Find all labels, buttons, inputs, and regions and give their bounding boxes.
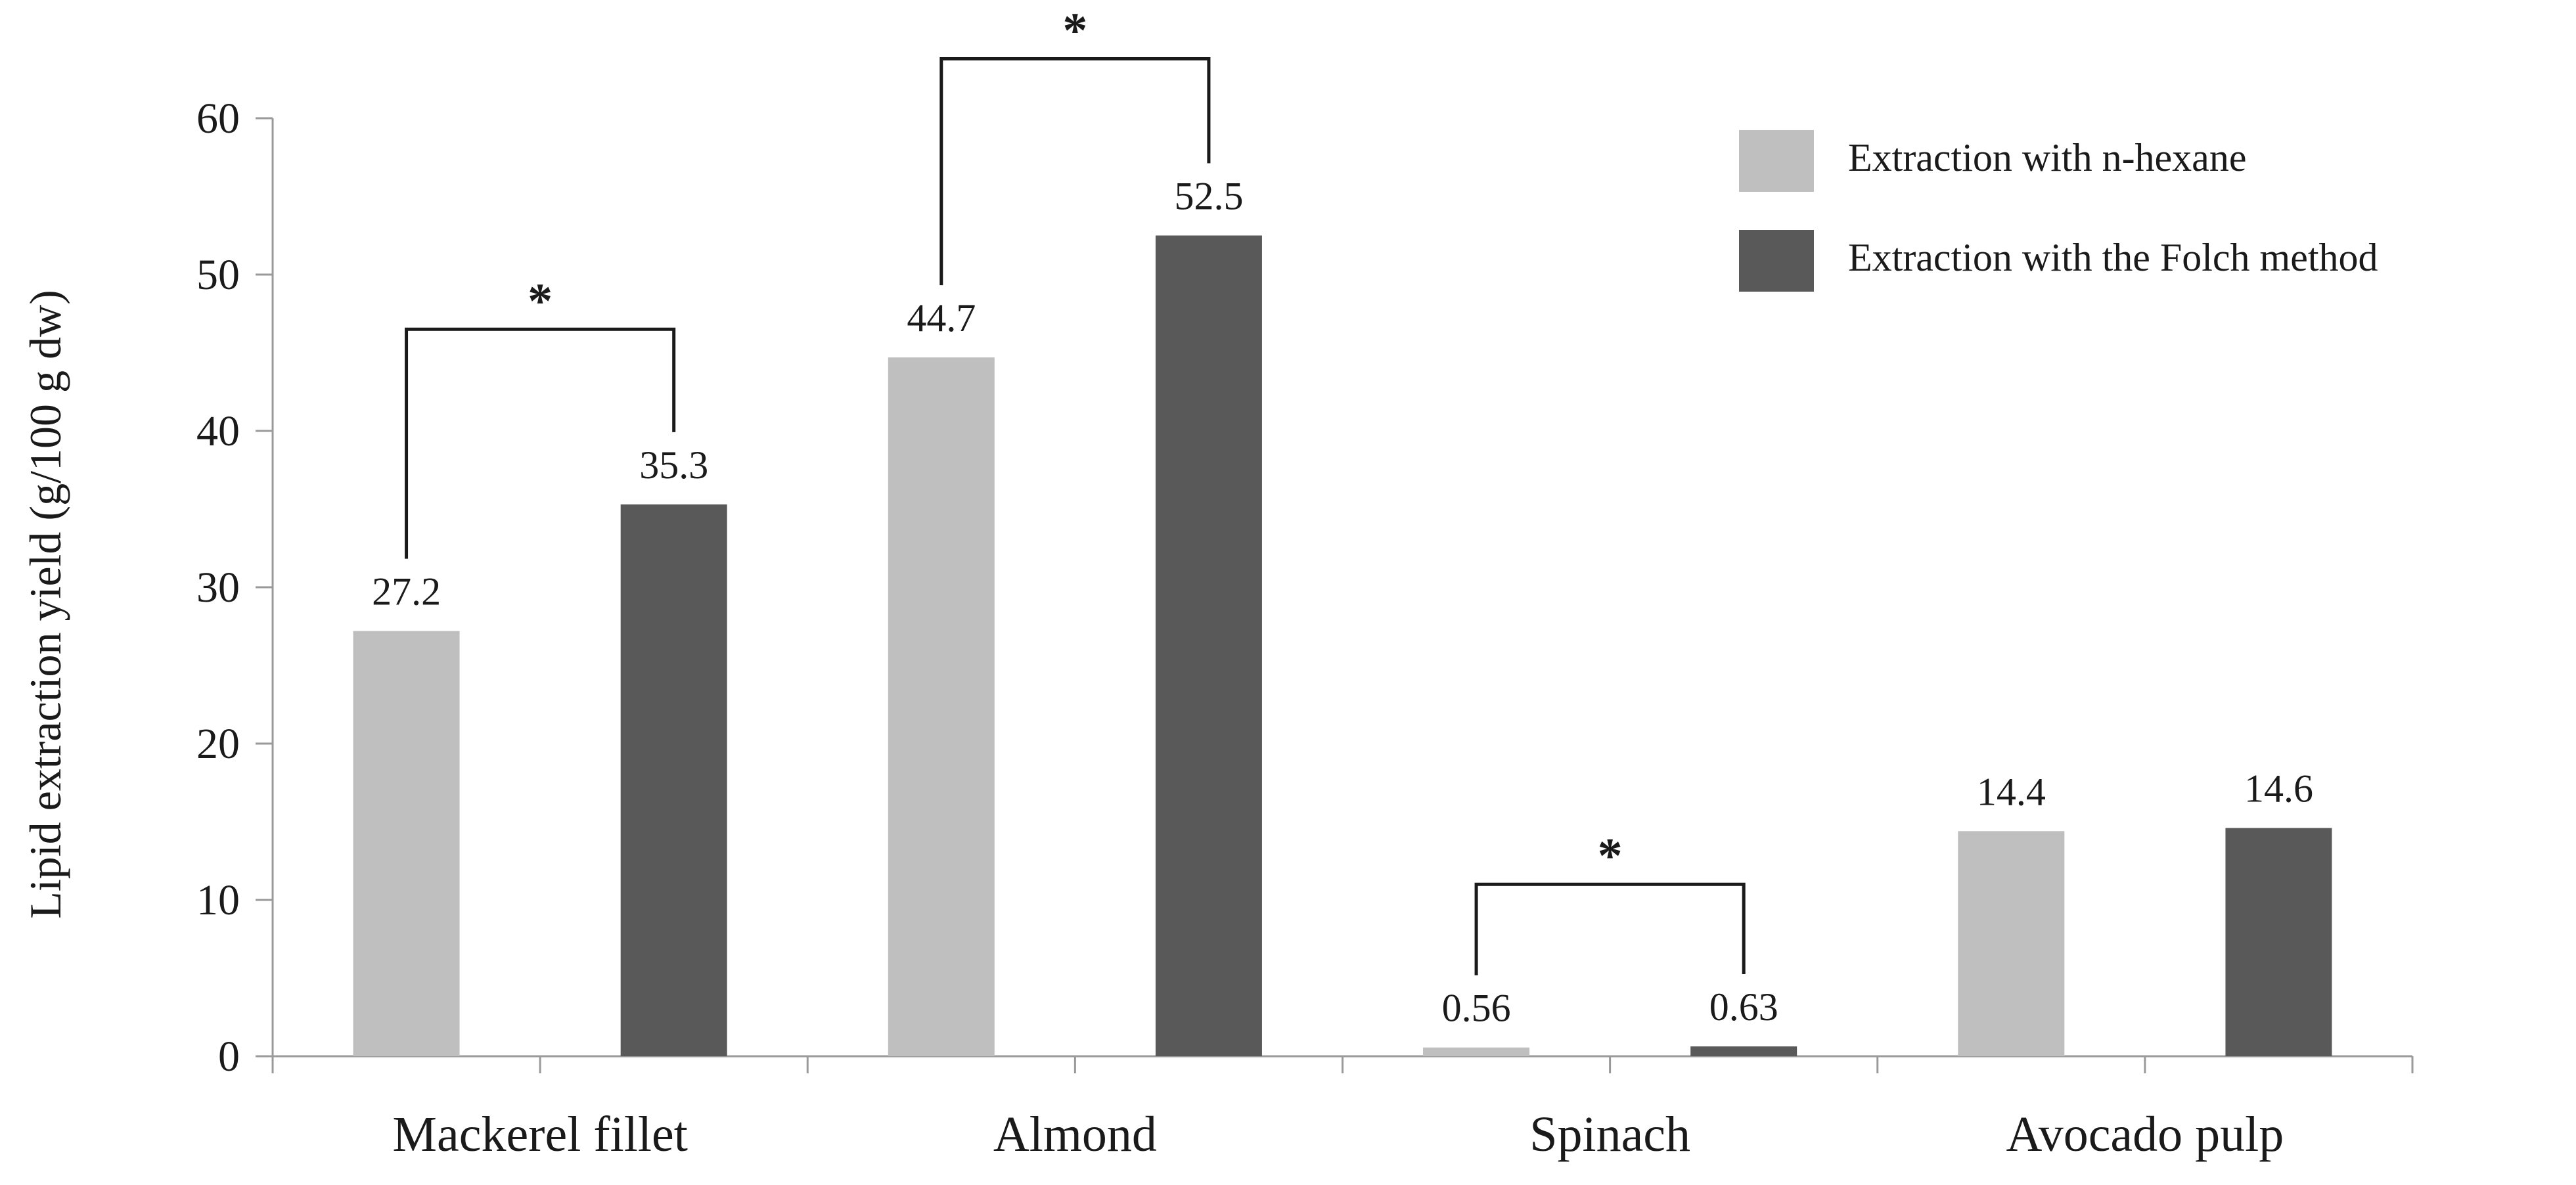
bar (2225, 828, 2332, 1056)
x-tick-label: Avocado pulp (2006, 1107, 2284, 1162)
data-label: 0.63 (1709, 985, 1778, 1029)
significance-marker: * (528, 273, 553, 328)
bar (353, 631, 460, 1056)
significance-bracket (1474, 882, 1746, 975)
bar (620, 504, 727, 1056)
bars (353, 235, 2332, 1056)
data-label: 0.56 (1442, 987, 1511, 1030)
y-tick-label: 60 (196, 95, 240, 143)
y-tick-label: 0 (218, 1033, 240, 1081)
legend-swatch (1739, 130, 1814, 192)
bar (1423, 1047, 1530, 1056)
x-tick-label: Mackerel fillet (392, 1107, 687, 1162)
bar (1690, 1046, 1797, 1056)
data-label: 44.7 (907, 296, 976, 340)
axes: 0 10 20 30 40 50 60 Mackerel fillet Almond Spinac… (196, 95, 2414, 1162)
legend-label: Extraction with n-hexane (1848, 136, 2246, 179)
significance-bracket (939, 57, 1211, 286)
y-tick-label: 20 (196, 720, 240, 768)
significance-bracket (405, 327, 676, 559)
data-label: 35.3 (639, 443, 708, 487)
y-tick-label: 50 (196, 251, 240, 299)
significance-marker: * (1598, 828, 1623, 883)
legend-label: Extraction with the Folch method (1848, 236, 2378, 279)
significance-brackets: * * * (405, 3, 1746, 975)
data-label: 52.5 (1174, 175, 1243, 218)
y-tick-label: 30 (196, 564, 240, 612)
x-tick-label: Almond (993, 1107, 1157, 1162)
data-label: 14.4 (1977, 770, 2046, 813)
x-tick-label: Spinach (1529, 1107, 1690, 1162)
data-label: 14.6 (2244, 767, 2313, 811)
bar (1155, 235, 1262, 1056)
bar (1958, 831, 2065, 1056)
y-axis-label: Lipid extraction yield (g/100 g dw) (20, 290, 70, 918)
y-tick-label: 10 (196, 876, 240, 924)
legend-swatch (1739, 230, 1814, 292)
data-labels: 27.2 44.7 0.56 14.4 35.3 52.5 0.63 14.6 (372, 175, 2313, 1030)
legend: Extraction with n-hexane Extraction with … (1739, 130, 2378, 292)
significance-marker: * (1062, 3, 1087, 58)
bar (888, 357, 995, 1056)
data-label: 27.2 (372, 570, 441, 614)
y-tick-label: 40 (196, 407, 240, 455)
